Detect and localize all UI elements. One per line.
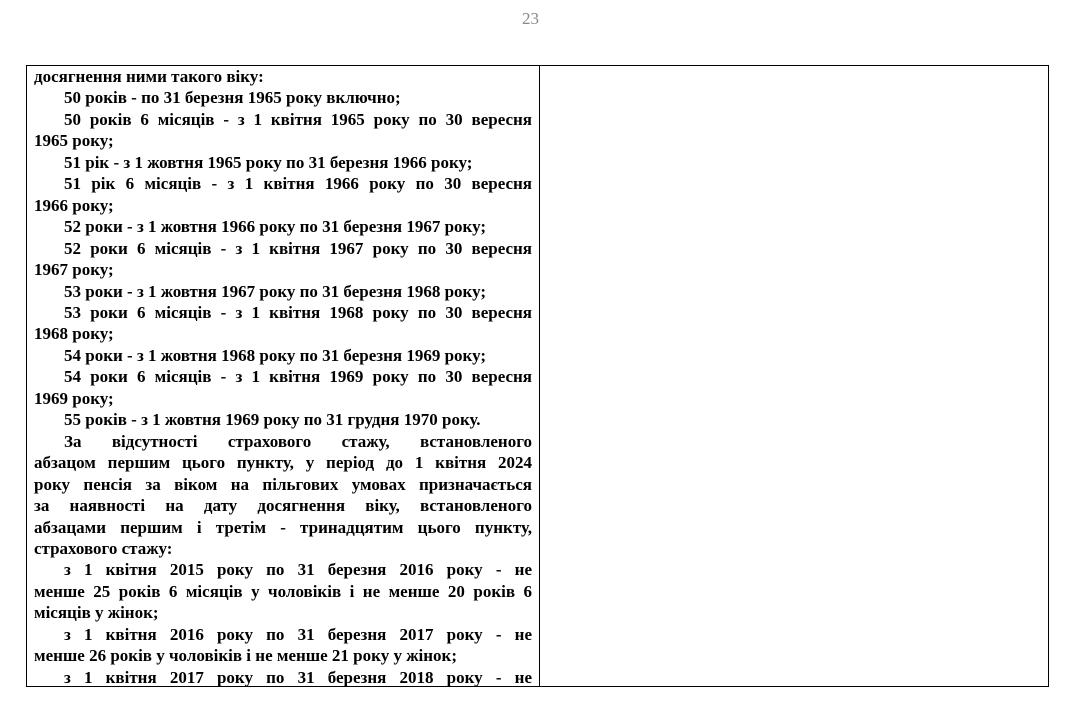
table-cell-right — [540, 66, 1048, 686]
text-line: 1965 року; — [34, 131, 114, 151]
paragraph: 54 роки - з 1 жовтня 1968 року по 31 бер… — [34, 345, 532, 366]
paragraph: 50 років 6 місяців - з 1 квітня 1965 рок… — [34, 109, 532, 152]
text-line: 1968 року; — [34, 324, 114, 344]
paragraph: досягнення ними такого віку: — [34, 66, 532, 87]
paragraph: 50 років - по 31 березня 1965 року включ… — [34, 87, 532, 108]
page-number: 23 — [522, 9, 539, 28]
text-line: менше 25 років 6 місяців у чоловіків і н… — [34, 581, 532, 601]
paragraph: 51 рік - з 1 жовтня 1965 року по 31 бере… — [34, 152, 532, 173]
paragraph: 53 роки - з 1 жовтня 1967 року по 31 бер… — [34, 281, 532, 302]
text-line: 54 роки 6 місяців - з 1 квітня 1969 року… — [64, 367, 532, 387]
text-line: 55 років - з 1 жовтня 1969 року по 31 гр… — [64, 410, 481, 430]
text-line: абзацом першим цього пункту, у період до… — [34, 453, 532, 473]
text-line: 1966 року; — [34, 195, 114, 215]
text-line: з 1 квітня 2015 року по 31 березня 2016 … — [64, 560, 532, 580]
text-line: 51 рік 6 місяців - з 1 квітня 1966 року … — [64, 174, 532, 194]
text-line: 53 роки - з 1 жовтня 1967 року по 31 бер… — [64, 281, 487, 301]
paragraph: з 1 квітня 2015 року по 31 березня 2016 … — [34, 559, 532, 623]
table-cell-left: досягнення ними такого віку: 50 років - п… — [27, 66, 540, 686]
paragraph: 52 роки - з 1 жовтня 1966 року по 31 бер… — [34, 216, 532, 237]
paragraph: За відсутності страхового стажу, встанов… — [34, 431, 532, 560]
paragraph: з 1 квітня 2016 року по 31 березня 2017 … — [34, 624, 532, 667]
text-line: 51 рік - з 1 жовтня 1965 року по 31 бере… — [64, 152, 473, 172]
text-line: 1967 року; — [34, 260, 114, 280]
text-line: абзацами першим і третім - тринадцятим ц… — [34, 517, 532, 537]
text-line: 54 роки - з 1 жовтня 1968 року по 31 бер… — [64, 345, 487, 365]
paragraph: 51 рік 6 місяців - з 1 квітня 1966 року … — [34, 173, 532, 216]
text-line: 1969 року; — [34, 388, 114, 408]
text-line: За відсутності страхового стажу, встанов… — [64, 431, 532, 451]
paragraph: 52 роки 6 місяців - з 1 квітня 1967 року… — [34, 238, 532, 281]
text-line: 50 років - по 31 березня 1965 року включ… — [64, 88, 401, 108]
text-line: 52 роки 6 місяців - з 1 квітня 1967 року… — [64, 238, 532, 258]
paragraph: 55 років - з 1 жовтня 1969 року по 31 гр… — [34, 409, 532, 430]
text-line: 50 років 6 місяців - з 1 квітня 1965 рок… — [64, 109, 532, 129]
text-line: 53 роки 6 місяців - з 1 квітня 1968 року… — [64, 302, 532, 322]
text-line: року пенсія за віком на пільгових умовах… — [34, 474, 532, 494]
text-line: місяців у жінок; — [34, 603, 159, 623]
text-line: за наявності на дату досягнення віку, вс… — [34, 496, 532, 516]
text-line: з 1 квітня 2017 року по 31 березня 2018 … — [64, 667, 532, 686]
text-line: з 1 квітня 2016 року по 31 березня 2017 … — [64, 624, 532, 644]
text-line: 52 роки - з 1 жовтня 1966 року по 31 бер… — [64, 217, 487, 237]
text-line: менше 26 років у чоловіків і не менше 21… — [34, 646, 457, 666]
text-line: досягнення ними такого віку: — [34, 67, 264, 86]
paragraph: 53 роки 6 місяців - з 1 квітня 1968 року… — [34, 302, 532, 345]
paragraph: з 1 квітня 2017 року по 31 березня 2018 … — [34, 667, 532, 686]
text-line: страхового стажу: — [34, 538, 173, 558]
paragraph: 54 роки 6 місяців - з 1 квітня 1969 року… — [34, 366, 532, 409]
comparison-table: досягнення ними такого віку: 50 років - п… — [26, 65, 1049, 687]
